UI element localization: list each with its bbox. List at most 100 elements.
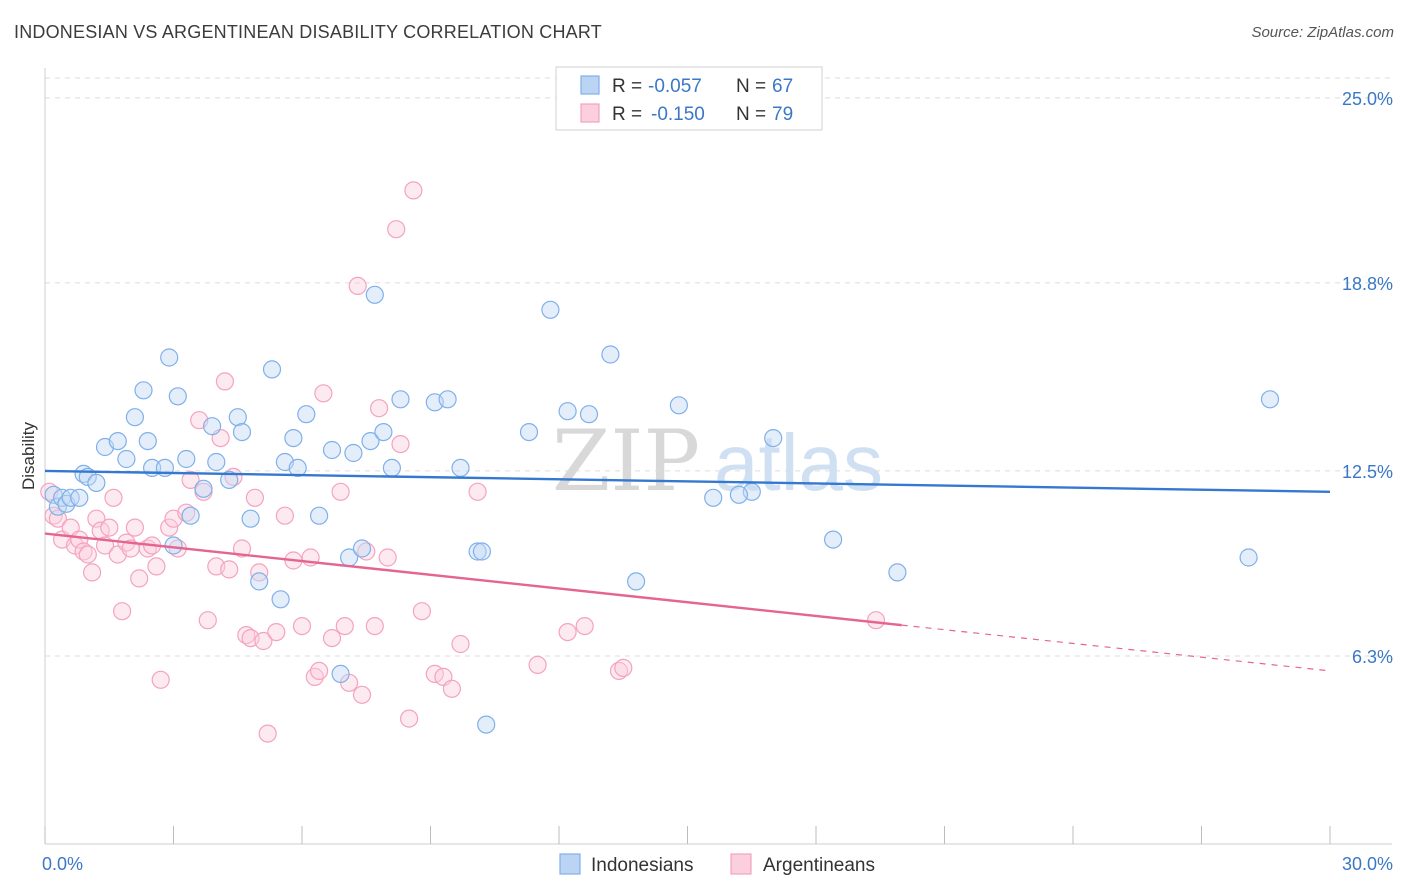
- indonesians-point-66: [1239, 548, 1258, 567]
- legend-argentineans-swatch: [730, 853, 752, 875]
- indonesians-point-58: [626, 572, 646, 591]
- argentineans-point-62: [378, 548, 397, 567]
- chart-title: INDONESIAN VS ARGENTINEAN DISABILITY COR…: [14, 22, 602, 42]
- y-tick-label-0: 6.3%: [1352, 647, 1393, 667]
- indonesians-point-48: [438, 390, 457, 409]
- argentineans-point-51: [310, 661, 329, 681]
- argentineans-point-77: [614, 658, 633, 678]
- trend-lines: [44, 469, 1331, 672]
- watermark-atlas: atlas: [714, 418, 883, 507]
- argentineans-point-10: [87, 509, 106, 528]
- indonesians-point-29: [250, 572, 269, 591]
- argentineans-point-52: [314, 384, 333, 403]
- argentineans-point-8: [78, 545, 97, 564]
- argentineans-point-19: [125, 518, 144, 537]
- indonesians-point-19: [168, 387, 187, 406]
- indonesians-point-57: [601, 345, 620, 364]
- indonesians-point-44: [374, 423, 393, 442]
- argentineans-point-35: [215, 372, 234, 391]
- indonesians-point-37: [322, 440, 342, 460]
- y-tick-label-3: 25.0%: [1342, 89, 1393, 109]
- indonesians-point-43: [365, 285, 384, 304]
- indonesians-point-18: [160, 348, 179, 367]
- indonesians-point-40: [344, 443, 363, 463]
- indonesians-point-35: [297, 405, 316, 424]
- argentineans-point-58: [352, 685, 372, 704]
- indonesians-point-55: [558, 402, 577, 421]
- y-tick-label-1: 12.5%: [1342, 462, 1393, 482]
- y-axis-label: Disability: [19, 421, 38, 490]
- x-tick-label-max: 30.0%: [1342, 854, 1393, 874]
- indonesians-point-30: [262, 360, 282, 379]
- stats-blue-r-value: -0.057: [648, 76, 702, 97]
- argentineans-point-41: [245, 488, 264, 507]
- legend-indonesians-swatch: [559, 853, 581, 875]
- indonesians-point-8: [87, 473, 106, 492]
- indonesians-point-34: [288, 458, 307, 477]
- indonesians-point-20: [177, 449, 196, 469]
- argentineans-point-24: [151, 670, 170, 689]
- indonesians-point-25: [220, 470, 239, 489]
- argentineans-point-32: [198, 611, 217, 630]
- x-tick-label-min: 0.0%: [42, 854, 83, 874]
- indonesians-point-45: [382, 458, 401, 477]
- argentineans-point-66: [404, 181, 423, 200]
- argentineans-point-43: [254, 631, 273, 651]
- indonesians-point-38: [331, 664, 350, 684]
- stats-blue-n-value: 67: [772, 76, 793, 97]
- x-tick-labels: 0.0% 30.0%: [42, 854, 1393, 874]
- indonesians-point-42: [361, 432, 380, 451]
- indonesians-point-60: [704, 488, 723, 507]
- indonesians-point-11: [117, 449, 136, 469]
- stats-legend: R = -0.057 N = 67 R = -0.150 N = 79: [555, 66, 823, 131]
- argentineans-point-20: [130, 569, 149, 588]
- indonesians-point-23: [203, 417, 222, 436]
- argentineans-point-63: [387, 220, 406, 239]
- indonesians-point-22: [194, 479, 213, 498]
- series-legend: Indonesians Argentineans: [559, 853, 875, 876]
- argentineans-point-16: [112, 602, 132, 621]
- argentineans-point-75: [575, 616, 594, 636]
- argentineans-point-53: [322, 628, 342, 648]
- indonesians-point-54: [541, 300, 560, 319]
- indonesians-point-51: [472, 542, 491, 561]
- stats-pink-r-label: R =: [612, 104, 642, 125]
- indonesians-point-28: [241, 509, 260, 528]
- indonesians-point-65: [888, 563, 907, 582]
- argentineans-point-55: [335, 616, 354, 636]
- indonesians-point-49: [451, 458, 470, 477]
- indonesians-point-21: [181, 506, 200, 525]
- indonesians-point-36: [310, 506, 329, 525]
- indonesians-point-14: [138, 432, 157, 451]
- indonesians-point-31: [271, 590, 290, 609]
- y-tick-label-2: 18.8%: [1342, 274, 1393, 294]
- stats-blue-swatch: [580, 75, 600, 95]
- indonesians-point-12: [125, 408, 144, 427]
- argentineans-point-45: [267, 622, 286, 642]
- stats-legend-box: [555, 66, 823, 131]
- source-label: Source: ZipAtlas.com: [1251, 24, 1394, 41]
- argentineans-point-44: [258, 724, 277, 743]
- argentineans-point-74: [558, 622, 577, 642]
- indonesians-point-27: [232, 423, 252, 442]
- indonesians-point-56: [579, 405, 599, 424]
- argentineans-point-13: [100, 518, 119, 537]
- argentineans-point-9: [82, 563, 102, 582]
- indonesians-point-52: [477, 715, 496, 734]
- stats-pink-n-value: 79: [772, 104, 793, 125]
- y-tick-labels: 6.3% 12.5% 18.8% 25.0%: [1342, 89, 1393, 667]
- indonesians-point-10: [108, 432, 127, 451]
- argentineans-point-54: [331, 482, 350, 501]
- argentineans-point-72: [468, 482, 487, 501]
- argentineans-point-70: [442, 679, 461, 698]
- argentineans-point-29: [181, 470, 200, 489]
- argentineans-point-46: [275, 506, 294, 525]
- argentineans-point-36: [220, 560, 239, 579]
- legend-indonesians-label: Indonesians: [591, 855, 693, 876]
- indonesians-point-50: [468, 542, 487, 561]
- argentineans-point-64: [391, 435, 410, 454]
- indonesians-point-67: [1260, 390, 1280, 409]
- watermark: ZIP atlas: [552, 412, 883, 510]
- indonesians-point-41: [352, 539, 372, 558]
